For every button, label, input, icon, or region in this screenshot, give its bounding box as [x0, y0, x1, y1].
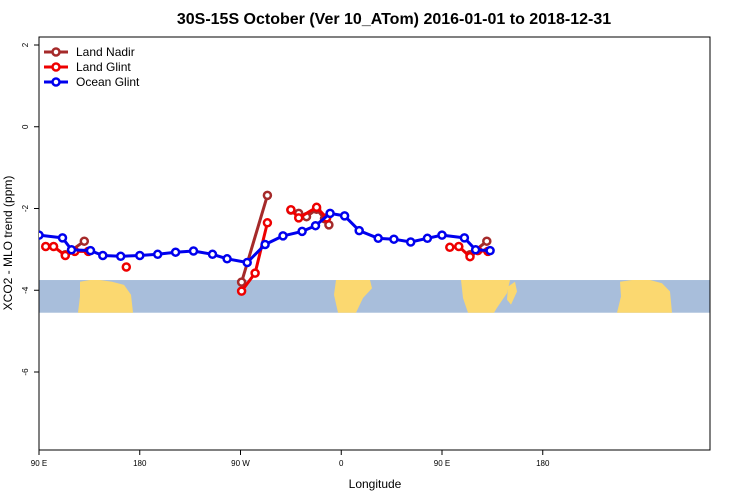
- data-point: [236, 277, 247, 287]
- data-point: [39, 230, 44, 240]
- data-point: [437, 230, 447, 240]
- data-point: [485, 245, 495, 256]
- y-axis: 2 0 -2 -4 -6: [21, 42, 39, 376]
- data-point: [85, 245, 96, 256]
- data-point: [470, 245, 481, 255]
- x-axis: 90 E 180 90 W 0 90 E 180: [31, 450, 550, 468]
- legend-label: Land Glint: [76, 60, 131, 74]
- land-australia: [78, 280, 133, 313]
- data-point: [98, 250, 108, 261]
- data-point: [389, 234, 399, 244]
- data-point: [115, 251, 126, 262]
- data-point: [242, 257, 252, 268]
- data-point: [310, 220, 321, 231]
- background-world-map: [39, 280, 710, 313]
- series-ocean-glint: [25, 208, 495, 268]
- data-point: [66, 245, 77, 255]
- data-point: [222, 254, 232, 264]
- data-point: [60, 250, 71, 261]
- series-layer: [25, 190, 495, 296]
- data-point: [207, 249, 218, 260]
- legend-label: Ocean Glint: [76, 75, 140, 89]
- data-point: [459, 233, 470, 243]
- data-point: [57, 233, 68, 243]
- data-point: [260, 239, 270, 250]
- data-point: [325, 208, 335, 219]
- x-axis-label: Longitude: [349, 477, 402, 491]
- data-point: [354, 225, 364, 236]
- y-axis-label: XCO2 - MLO trend (ppm): [1, 176, 15, 311]
- data-point: [422, 233, 433, 244]
- legend-label: Land Nadir: [76, 45, 135, 59]
- data-point: [25, 234, 32, 241]
- legend-item: Land Glint: [44, 60, 131, 74]
- land-south-america: [334, 280, 372, 313]
- series-land-glint: [40, 202, 493, 296]
- y-tick-label: -4: [21, 286, 30, 294]
- y-tick-label: 0: [21, 124, 30, 129]
- data-point: [278, 231, 288, 241]
- data-point: [445, 242, 455, 253]
- data-point: [405, 237, 416, 247]
- x-tick-label: 0: [339, 459, 344, 468]
- data-point: [40, 241, 51, 252]
- data-point: [236, 286, 247, 296]
- data-point: [79, 236, 90, 246]
- x-tick-label: 90 W: [231, 459, 250, 468]
- land-madagascar: [507, 281, 517, 305]
- data-point: [121, 262, 132, 272]
- x-tick-label: 180: [536, 459, 550, 468]
- y-tick-label: 2: [21, 42, 30, 47]
- data-point: [482, 236, 492, 246]
- data-point: [135, 250, 145, 261]
- legend-item: Land Nadir: [44, 45, 135, 59]
- data-point: [262, 190, 273, 201]
- data-point: [152, 249, 163, 260]
- series-line: [240, 194, 269, 283]
- y-tick-label: -6: [21, 368, 30, 376]
- data-point: [48, 241, 59, 252]
- data-point: [250, 268, 260, 278]
- land-southern-africa: [461, 280, 510, 313]
- legend-swatch-marker: [51, 62, 61, 72]
- data-point: [286, 204, 296, 215]
- land-australia-2: [617, 280, 672, 313]
- data-point: [297, 226, 307, 237]
- data-point: [293, 213, 304, 223]
- legend-swatch-marker: [51, 77, 61, 87]
- chart-title: 30S-15S October (Ver 10_ATom) 2016-01-01…: [177, 11, 611, 28]
- data-point: [170, 247, 181, 257]
- legend-swatch-marker: [51, 47, 61, 57]
- y-tick-label: -2: [21, 204, 30, 212]
- x-tick-label: 90 E: [434, 459, 450, 468]
- data-point: [454, 241, 464, 252]
- data-point: [465, 251, 475, 262]
- x-tick-label: 90 E: [31, 459, 47, 468]
- series-line: [289, 205, 328, 220]
- data-point: [188, 246, 199, 256]
- data-point: [339, 211, 350, 221]
- x-tick-label: 180: [133, 459, 147, 468]
- data-point: [373, 233, 383, 244]
- data-point: [262, 218, 273, 228]
- legend-item: Ocean Glint: [44, 75, 140, 89]
- ocean-band: [39, 280, 710, 313]
- plot-frame: [38, 36, 711, 451]
- data-point: [311, 202, 322, 213]
